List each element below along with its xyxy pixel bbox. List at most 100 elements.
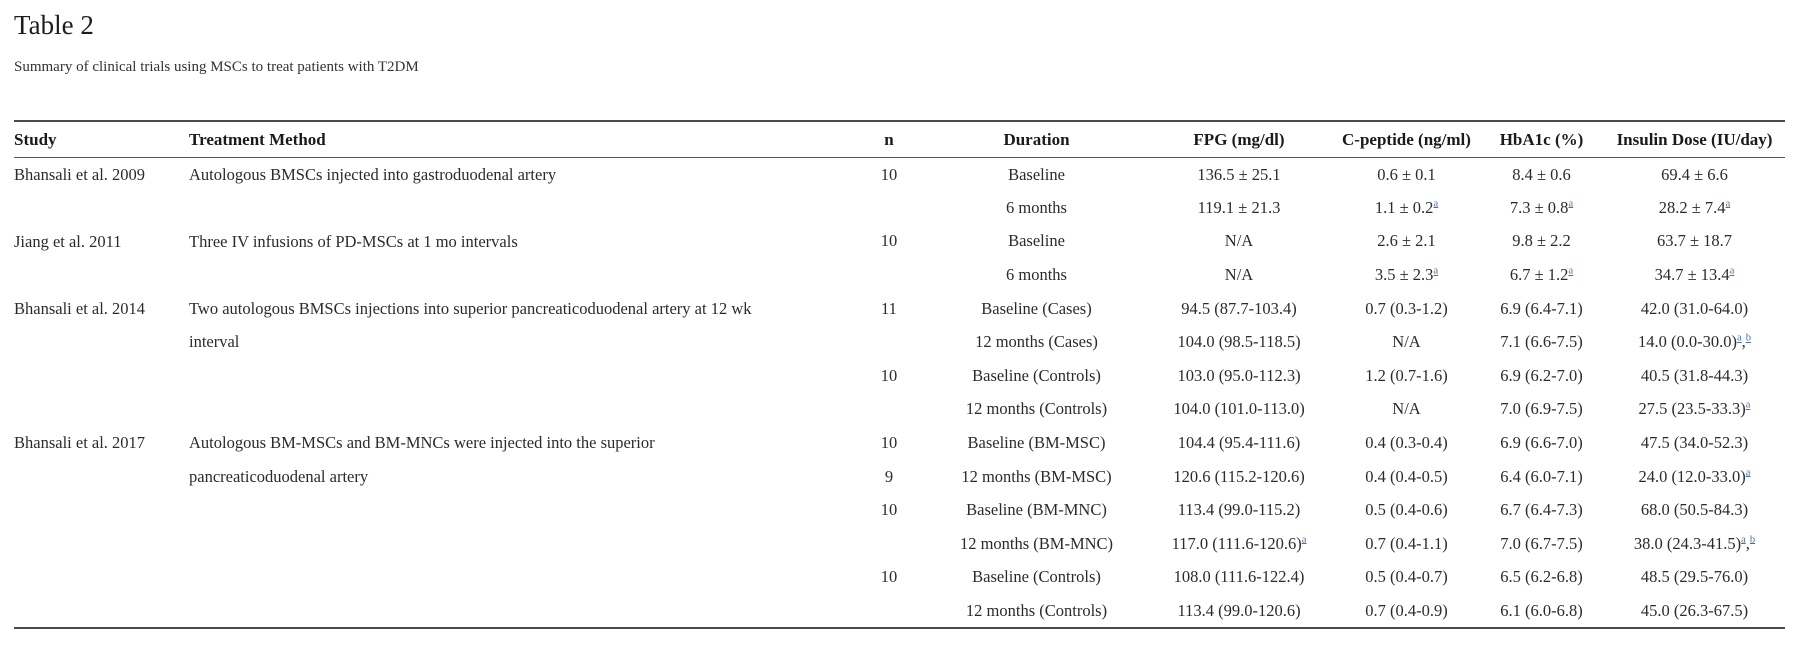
hba1c-cell: 6.7 (6.4-7.3) (1500, 500, 1583, 520)
duration-cell: Baseline (BM-MNC) (966, 500, 1107, 520)
fpg-cell: 108.0 (111.6-122.4) (1173, 567, 1305, 587)
footnote-link-a[interactable]: a (1729, 265, 1735, 277)
hba1c-cell: 6.7 ± 1.2a (1509, 265, 1574, 285)
footnote-link-a[interactable]: a (1745, 467, 1751, 479)
c-peptide-cell: 0.5 (0.4-0.6) (1365, 500, 1448, 520)
duration-cell: 12 months (Controls) (965, 399, 1108, 419)
study-cell: Bhansali et al. 2009 (14, 165, 146, 184)
footnote-link-b[interactable]: b (1745, 332, 1752, 344)
c-peptide-cell: 3.5 ± 2.3a (1374, 265, 1439, 285)
duration-cell: Baseline (BM-MSC) (967, 433, 1106, 453)
insulin-dose-cell: 14.0 (0.0-30.0)a,b (1637, 332, 1752, 352)
fpg-cell: 94.5 (87.7-103.4) (1181, 298, 1297, 318)
hba1c-cell: 7.0 (6.9-7.5) (1500, 399, 1583, 419)
table-row: 10 Baseline (Controls) 103.0 (95.0-112.3) 1… (14, 359, 1785, 393)
duration-cell: 12 months (BM-MNC) (959, 533, 1114, 553)
insulin-dose-cell: 47.5 (34.0-52.3) (1640, 433, 1749, 453)
footnote-link-a[interactable]: a (1301, 534, 1307, 546)
insulin-dose-cell: 28.2 ± 7.4a (1658, 197, 1731, 217)
duration-cell: Baseline (Controls) (972, 567, 1101, 587)
table-row: Bhansali et al. 2017 Autologous BM-MSCs a… (14, 426, 1785, 486)
table-row: 12 months (BM-MNC) 117.0 (111.6-120.6)a 0.… (14, 527, 1785, 561)
footnote-link-a[interactable]: a (1568, 198, 1574, 210)
column-header-duration: Duration (929, 121, 1144, 158)
insulin-dose-cell: 48.5 (29.5-76.0) (1640, 567, 1749, 587)
column-header-treatment-method: Treatment Method (189, 121, 849, 158)
n-cell: 10 (880, 567, 898, 587)
fpg-cell: 136.5 ± 25.1 (1197, 164, 1281, 184)
hba1c-cell: 7.1 (6.6-7.5) (1500, 332, 1583, 352)
c-peptide-cell: 0.7 (0.4-1.1) (1365, 533, 1448, 553)
table-row: 10 Baseline (Controls) 108.0 (111.6-122.4)… (14, 561, 1785, 595)
n-cell (849, 191, 929, 225)
insulin-dose-cell: 45.0 (26.3-67.5) (1640, 600, 1749, 620)
column-header-fpg: FPG (mg/dl) (1144, 121, 1334, 158)
hba1c-cell: 6.5 (6.2-6.8) (1500, 567, 1583, 587)
hba1c-cell: 6.9 (6.4-7.1) (1500, 298, 1583, 318)
duration-cell: 12 months (BM-MSC) (961, 466, 1112, 486)
c-peptide-cell: 0.6 ± 0.1 (1377, 164, 1436, 184)
footnote-link-a[interactable]: a (1433, 198, 1439, 210)
n-cell: 9 (884, 466, 894, 486)
duration-cell: 12 months (Controls) (965, 600, 1108, 620)
fpg-cell: 113.4 (99.0-120.6) (1177, 600, 1301, 620)
treatment-cell: Autologous BM-MSCs and BM-MNCs were inje… (189, 433, 655, 486)
hba1c-cell: 6.1 (6.0-6.8) (1500, 600, 1583, 620)
footnote-link-a[interactable]: a (1745, 399, 1751, 411)
duration-cell: 6 months (1006, 265, 1067, 285)
fpg-cell: N/A (1224, 231, 1254, 251)
c-peptide-cell: 1.1 ± 0.2a (1374, 197, 1439, 217)
hba1c-cell: 6.9 (6.6-7.0) (1500, 433, 1583, 453)
footnote-link-a[interactable]: a (1568, 265, 1574, 277)
footnote-link-a[interactable]: a (1433, 265, 1439, 277)
table-row: 12 months (Controls) 113.4 (99.0-120.6) 0.… (14, 594, 1785, 628)
column-header-study: Study (14, 121, 189, 158)
table-row: 10 Baseline (BM-MNC) 113.4 (99.0-115.2) 0.5… (14, 493, 1785, 527)
footnote-link-b[interactable]: b (1749, 534, 1756, 546)
fpg-cell: 113.4 (99.0-115.2) (1177, 500, 1301, 520)
insulin-dose-cell: 63.7 ± 18.7 (1656, 231, 1733, 251)
insulin-dose-cell: 38.0 (24.3-41.5)a,b (1633, 533, 1756, 553)
table-row: 6 months 119.1 ± 21.3 1.1 ± 0.2a 7.3 ± 0.8a… (14, 191, 1785, 225)
footnote-link-a[interactable]: a (1736, 332, 1742, 344)
c-peptide-cell: N/A (1392, 399, 1421, 419)
fpg-cell: 103.0 (95.0-112.3) (1177, 365, 1301, 385)
duration-cell: Baseline (1008, 231, 1065, 251)
column-header-insulin-dose: Insulin Dose (IU/day) (1604, 121, 1785, 158)
duration-cell: Baseline (1008, 164, 1065, 184)
fpg-cell: 117.0 (111.6-120.6)a (1171, 533, 1307, 553)
table-row: 9 12 months (BM-MSC) 120.6 (115.2-120.6) 0.… (14, 460, 1785, 494)
table-row: Jiang et al. 2011 Three IV infusions of P… (14, 225, 1785, 259)
insulin-dose-cell: 27.5 (23.5-33.3)a (1638, 399, 1751, 419)
hba1c-cell: 9.8 ± 2.2 (1512, 231, 1571, 251)
hba1c-cell: 7.3 ± 0.8a (1509, 197, 1574, 217)
table-row: 12 months (Cases) 104.0 (98.5-118.5) N/A 7.… (14, 325, 1785, 359)
footnote-link-a[interactable]: a (1741, 534, 1746, 546)
duration-cell: 12 months (Cases) (975, 332, 1098, 352)
fpg-cell: 104.0 (98.5-118.5) (1177, 332, 1301, 352)
n-cell: 10 (880, 164, 898, 184)
column-header-n: n (849, 121, 929, 158)
hba1c-cell: 6.4 (6.0-7.1) (1500, 466, 1583, 486)
treatment-cell: Two autologous BMSCs injections into sup… (189, 298, 752, 352)
duration-cell: 6 months (1006, 197, 1067, 217)
n-cell (849, 527, 929, 561)
c-peptide-cell: 2.6 ± 2.1 (1377, 231, 1436, 251)
n-cell: 10 (880, 500, 898, 520)
table-body: Bhansali et al. 2009 Autologous BMSCs inj… (14, 158, 1785, 628)
c-peptide-cell: N/A (1392, 332, 1421, 352)
hba1c-cell: 8.4 ± 0.6 (1512, 164, 1571, 184)
treatment-cell: Three IV infusions of PD-MSCs at 1 mo in… (189, 231, 518, 251)
n-cell (849, 325, 929, 359)
hba1c-cell: 7.0 (6.7-7.5) (1500, 533, 1583, 553)
n-cell (849, 594, 929, 628)
n-cell: 11 (881, 298, 897, 318)
footnote-link-a[interactable]: a (1725, 198, 1731, 210)
table-header: Study Treatment Method n Duration FPG (mg/dl… (14, 121, 1785, 158)
fpg-cell: 104.0 (101.0-113.0) (1173, 399, 1305, 419)
header-row: Study Treatment Method n Duration FPG (mg/dl… (14, 121, 1785, 158)
fpg-cell: 120.6 (115.2-120.6) (1173, 466, 1305, 486)
study-cell: Bhansali et al. 2017 (14, 433, 146, 453)
insulin-dose-cell: 34.7 ± 13.4a (1654, 265, 1735, 285)
column-header-c-peptide: C-peptide (ng/ml) (1334, 121, 1479, 158)
